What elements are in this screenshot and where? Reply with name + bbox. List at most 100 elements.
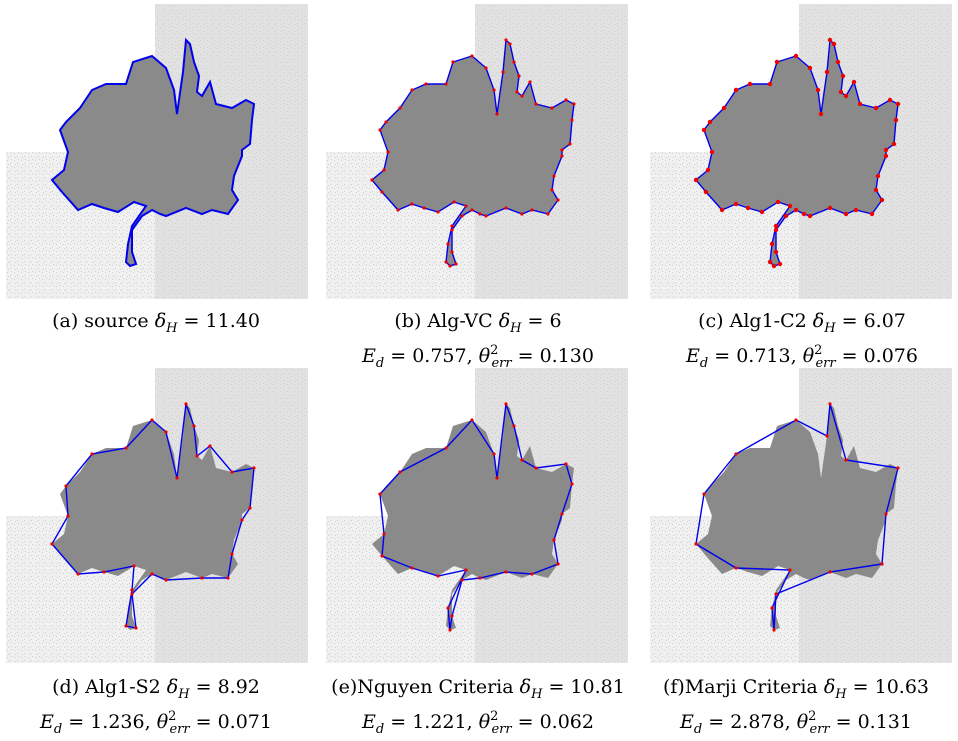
leaf-figure-c bbox=[650, 4, 952, 299]
dominant-point bbox=[410, 88, 414, 92]
dominant-point bbox=[470, 54, 474, 58]
dominant-point bbox=[444, 260, 448, 264]
equals: = bbox=[511, 711, 540, 733]
dominant-point bbox=[484, 66, 488, 70]
theta-sup: 2 bbox=[490, 343, 499, 358]
panel-e-image bbox=[326, 368, 628, 663]
dominant-point bbox=[828, 570, 832, 574]
dominant-point bbox=[883, 147, 889, 153]
dominant-point bbox=[769, 241, 775, 247]
dominant-point bbox=[745, 205, 751, 211]
theta-sub: err bbox=[809, 722, 830, 737]
caption-e-ed: 1.221 bbox=[412, 711, 467, 733]
dominant-point bbox=[815, 87, 821, 93]
ed-symbol: E bbox=[362, 711, 376, 733]
dominant-point bbox=[520, 94, 524, 98]
dominant-point bbox=[896, 466, 900, 470]
equals: = bbox=[384, 345, 413, 367]
dominant-point bbox=[446, 606, 450, 610]
theta-sup: 2 bbox=[808, 709, 817, 724]
dominant-point bbox=[384, 120, 388, 124]
dominant-point bbox=[464, 568, 468, 572]
caption-c: (c) Alg1-C2 δH = 6.07 Ed = 0.713, θ2err … bbox=[642, 310, 958, 375]
dominant-point bbox=[879, 197, 885, 203]
dominant-point bbox=[452, 200, 456, 204]
dominant-point bbox=[783, 213, 789, 219]
caption-f-ed: 2.878 bbox=[730, 711, 785, 733]
dominant-point bbox=[774, 59, 780, 65]
dominant-point bbox=[564, 462, 568, 466]
dominant-point bbox=[818, 111, 824, 117]
dominant-point bbox=[470, 418, 474, 422]
caption-a-label: (a) source bbox=[52, 310, 155, 332]
dominant-point bbox=[378, 128, 382, 132]
theta-symbol: θ bbox=[156, 711, 169, 733]
dominant-point bbox=[444, 446, 448, 450]
dominant-point bbox=[770, 606, 774, 610]
dominant-point bbox=[512, 424, 516, 428]
dominant-point bbox=[50, 542, 54, 546]
dominant-point bbox=[572, 102, 576, 106]
ed-sub: d bbox=[693, 722, 703, 737]
equals: = bbox=[62, 711, 91, 733]
dominant-point bbox=[767, 259, 773, 265]
dominant-point bbox=[450, 614, 454, 618]
equals: = bbox=[189, 676, 218, 698]
comma: , bbox=[790, 345, 803, 367]
caption-d-label: (d) Alg1-S2 bbox=[52, 676, 167, 698]
dominant-point bbox=[873, 105, 879, 111]
dominant-point bbox=[200, 576, 204, 580]
dominant-point bbox=[773, 227, 779, 233]
dominant-point bbox=[512, 60, 516, 64]
dominant-point bbox=[875, 173, 881, 179]
theta-symbol: θ bbox=[478, 345, 491, 367]
dominant-point bbox=[504, 206, 508, 210]
dominant-point bbox=[843, 93, 849, 99]
dominant-point bbox=[164, 430, 168, 434]
panel-b-image bbox=[326, 4, 628, 299]
delta-symbol: δ bbox=[498, 310, 511, 332]
dominant-point bbox=[568, 142, 572, 146]
caption-c-theta: 0.076 bbox=[863, 345, 918, 367]
dominant-point bbox=[398, 106, 402, 110]
dominant-point bbox=[857, 101, 863, 107]
caption-a-value: 11.40 bbox=[205, 310, 260, 332]
caption-f-theta: 0.131 bbox=[857, 711, 912, 733]
dominant-point bbox=[504, 38, 508, 42]
dominant-point bbox=[195, 454, 199, 458]
dominant-point bbox=[840, 73, 846, 79]
equals: = bbox=[521, 310, 550, 332]
dominant-point bbox=[734, 452, 738, 456]
equals: = bbox=[177, 310, 206, 332]
dominant-point bbox=[552, 538, 556, 542]
caption-e: (e)Nguyen Criteria δH = 10.81 Ed = 1.221… bbox=[318, 676, 638, 741]
ed-sub: d bbox=[375, 722, 385, 737]
dominant-point bbox=[707, 119, 713, 125]
dominant-point bbox=[891, 141, 897, 147]
dominant-point bbox=[893, 117, 899, 123]
caption-d-value: 8.92 bbox=[217, 676, 260, 698]
dominant-point bbox=[436, 574, 440, 578]
dominant-point bbox=[184, 402, 188, 406]
ed-sub: d bbox=[375, 356, 385, 371]
theta-sup: 2 bbox=[814, 343, 823, 358]
contour-polygon bbox=[379, 403, 573, 631]
dominant-point bbox=[853, 207, 859, 213]
dominant-point bbox=[851, 79, 857, 85]
dominant-point bbox=[504, 402, 508, 406]
dominant-point bbox=[410, 202, 414, 206]
dominant-point bbox=[478, 212, 482, 216]
theta-sup: 2 bbox=[490, 709, 499, 724]
equals: = bbox=[542, 676, 571, 698]
caption-c-label: (c) Alg1-C2 bbox=[698, 310, 813, 332]
caption-b-ed: 0.757 bbox=[412, 345, 467, 367]
dominant-point bbox=[709, 149, 715, 155]
dominant-point bbox=[556, 562, 560, 566]
delta-symbol: δ bbox=[154, 310, 167, 332]
dominant-point bbox=[793, 53, 799, 59]
dominant-point bbox=[534, 466, 538, 470]
leaf-figure-d bbox=[6, 368, 308, 663]
dominant-point bbox=[772, 628, 776, 632]
dominant-point bbox=[492, 452, 496, 456]
dominant-point bbox=[560, 148, 564, 152]
